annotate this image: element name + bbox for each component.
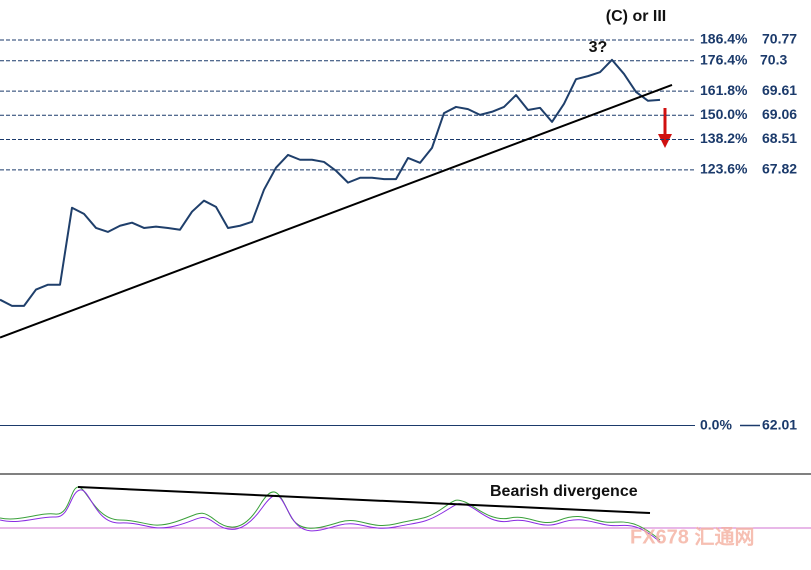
- tick-label: 70.77: [762, 31, 797, 47]
- tick-label: 68.51: [762, 130, 797, 146]
- arrow-head: [658, 134, 672, 148]
- divergence-line: [77, 486, 651, 514]
- level-label: 0.0%: [700, 416, 732, 432]
- level-label: 161.8%: [700, 82, 748, 98]
- tick-label: 69.06: [762, 106, 797, 122]
- level-label: 138.2%: [700, 130, 748, 146]
- tick-label: 69.61: [762, 82, 797, 98]
- indicator-signal: [0, 489, 661, 543]
- tick-label: 67.82: [762, 161, 797, 177]
- level-label: 176.4%: [700, 51, 748, 67]
- tick-label: 62.01: [762, 416, 797, 432]
- level-label: 186.4%: [700, 31, 748, 47]
- annotation: (C) or III: [606, 8, 666, 25]
- level-label: 123.6%: [700, 161, 748, 177]
- level-label: 150.0%: [700, 106, 748, 122]
- price-line: [0, 58, 661, 307]
- tick-label: 70.3: [760, 51, 787, 67]
- annotation: 3?: [589, 39, 608, 56]
- trendline: [0, 83, 673, 339]
- annotation: Bearish divergence: [490, 483, 638, 500]
- watermark: FX678 汇通网: [630, 525, 754, 548]
